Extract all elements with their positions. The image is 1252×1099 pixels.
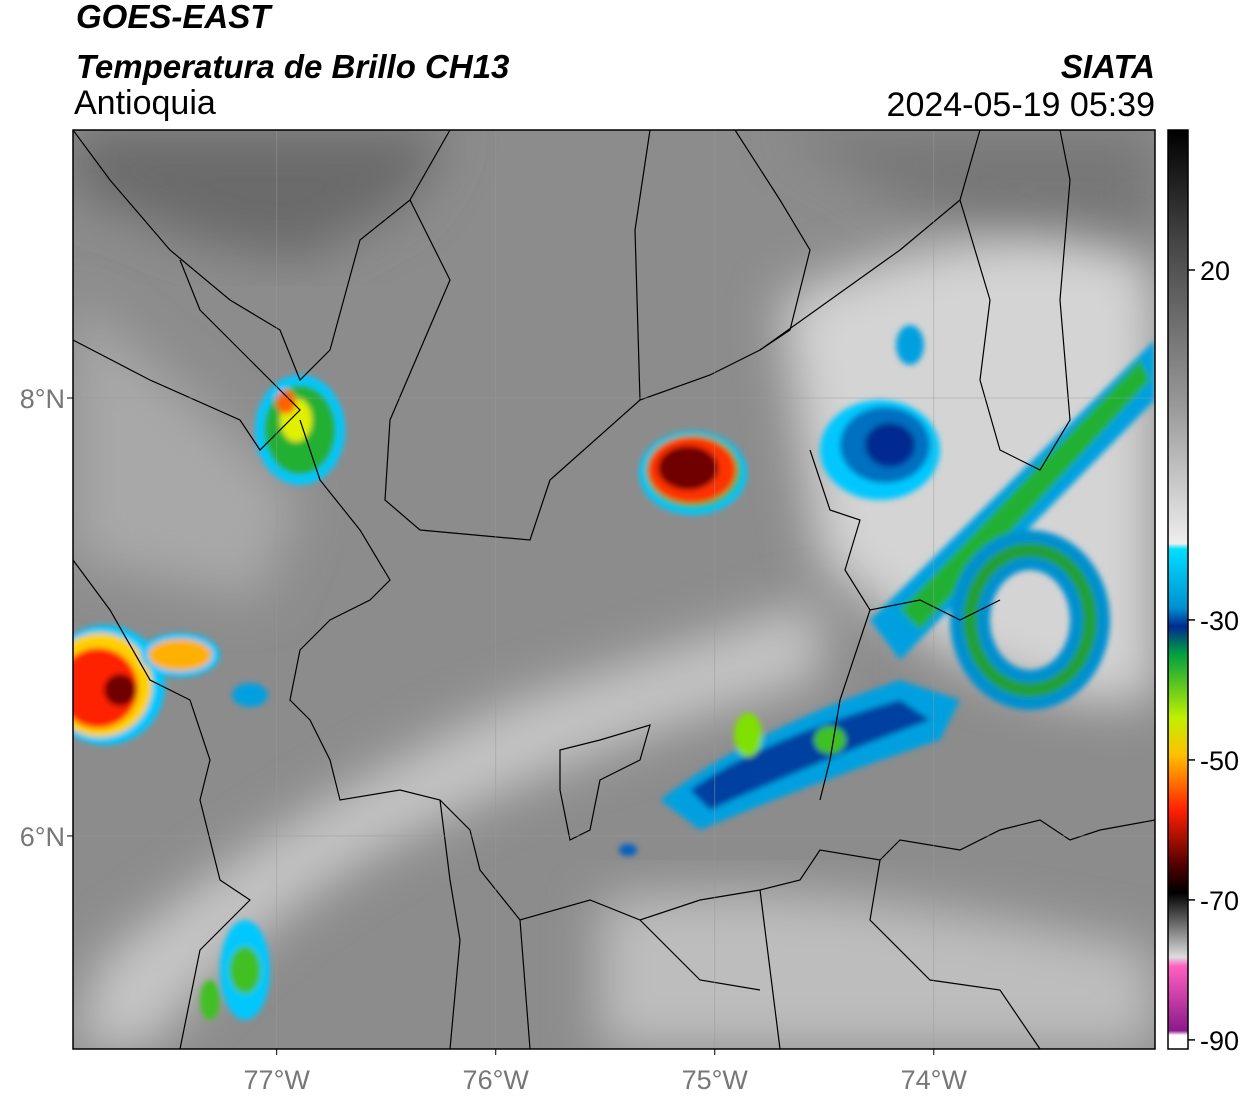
lon-tick-label: 75°W	[682, 1065, 749, 1095]
timestamp: 2024-05-19 05:39	[887, 86, 1155, 124]
map-image	[73, 130, 1155, 1049]
colorbar-tick-label: -70	[1200, 886, 1239, 916]
lon-tick-label: 74°W	[901, 1065, 968, 1095]
lat-tick-label: 8°N	[20, 384, 65, 414]
region: Antioquia	[74, 84, 216, 122]
colorbar	[1167, 129, 1189, 1050]
title: GOES-EAST	[76, 0, 273, 35]
map-frame	[72, 129, 1156, 1050]
source: SIATA	[1061, 48, 1155, 85]
lon-tick-label: 76°W	[463, 1065, 530, 1095]
colorbar-tick-label: -90	[1200, 1026, 1239, 1056]
colorbar-tick-label: 20	[1200, 256, 1230, 286]
lon-tick-label: 77°W	[244, 1065, 311, 1095]
subtitle: Temperatura de Brillo CH13	[76, 48, 509, 85]
colorbar-tick-label: -30	[1200, 606, 1239, 636]
lat-tick-label: 6°N	[20, 822, 65, 852]
colorbar-tick-label: -50	[1200, 746, 1239, 776]
